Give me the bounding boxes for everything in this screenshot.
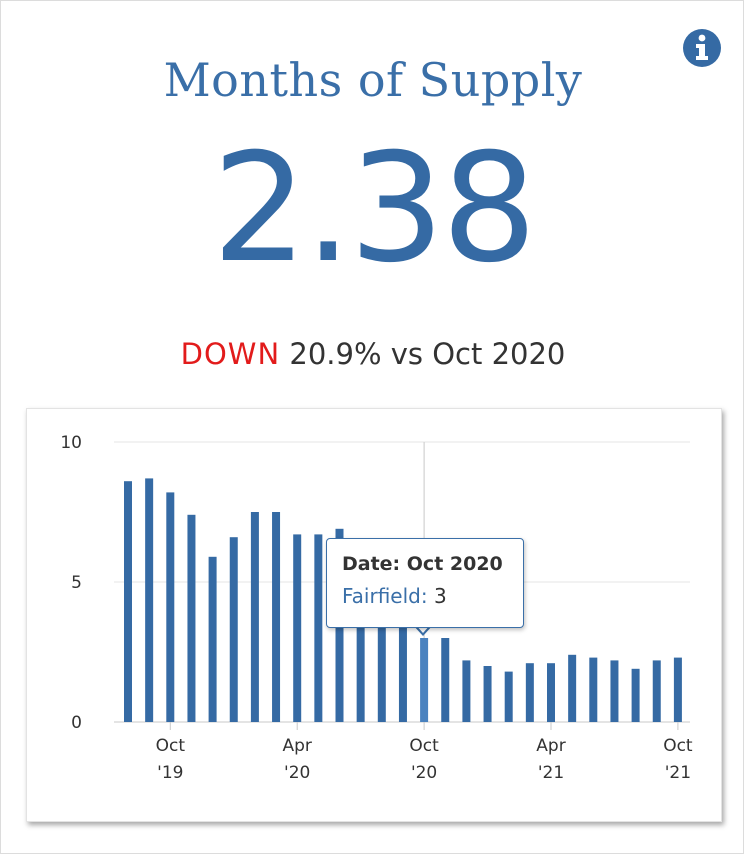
- info-icon[interactable]: [682, 28, 722, 68]
- bar-aug-2019: [124, 481, 132, 722]
- x-tick-label: Oct: [663, 736, 693, 756]
- change-summary: DOWN 20.9% vs Oct 2020: [1, 337, 744, 371]
- bar-may-2021: [568, 654, 577, 722]
- tooltip-series-value: 3: [433, 584, 447, 608]
- x-tick-label-year: '21: [665, 763, 691, 783]
- bar-dec-2020: [462, 660, 471, 722]
- x-tick-label-year: '19: [157, 763, 183, 783]
- bar-jan-2021: [483, 666, 492, 722]
- tooltip-arrow-fill: [415, 624, 431, 633]
- x-tick-label: Oct: [156, 736, 186, 756]
- bar-aug-2020: [377, 584, 386, 722]
- bar-nov-2020: [441, 638, 450, 722]
- bar-mar-2021: [525, 663, 534, 722]
- bar-feb-2020: [250, 512, 259, 722]
- bar-may-2020: [314, 534, 323, 722]
- change-direction: DOWN: [180, 337, 281, 371]
- metric-title: Months of Supply: [163, 53, 583, 107]
- y-tick-label: 0: [71, 713, 82, 733]
- tooltip-date: Date: Oct 2020: [342, 553, 503, 575]
- y-tick-label: 10: [60, 433, 82, 453]
- bar-jan-2020: [229, 537, 238, 722]
- x-tick-label-year: '20: [284, 763, 310, 783]
- bar-apr-2021: [547, 663, 555, 722]
- bar-aug-2021: [631, 668, 640, 722]
- tooltip-series-name: Fairfield:: [342, 584, 428, 608]
- x-tick-label-year: '20: [411, 763, 437, 783]
- tooltip-value-line: Fairfield: 3: [342, 584, 447, 608]
- bar-sep-2021: [652, 660, 661, 722]
- metric-value: 2.38: [212, 122, 537, 296]
- bar-nov-2019: [187, 514, 196, 722]
- x-tick-label: Apr: [282, 736, 311, 756]
- bar-apr-2020: [293, 534, 302, 722]
- x-tick-label: Apr: [536, 736, 565, 756]
- x-tick-label: Oct: [409, 736, 439, 756]
- bar-jul-2020: [356, 568, 365, 722]
- bar-jul-2021: [610, 660, 619, 722]
- bar-jun-2021: [589, 657, 598, 722]
- bar-sep-2020: [398, 610, 407, 722]
- chart-tooltip: Date: Oct 2020 Fairfield: 3: [326, 538, 524, 628]
- bar-sep-2019: [145, 478, 154, 722]
- bar-oct-2019: [166, 492, 175, 722]
- bar-dec-2019: [208, 556, 217, 722]
- change-text: 20.9% vs Oct 2020: [289, 337, 566, 371]
- bar-oct-2021: [673, 657, 682, 722]
- bar-oct-2020: [420, 638, 429, 722]
- bar-mar-2020: [272, 512, 281, 722]
- bar-feb-2021: [504, 671, 513, 722]
- y-tick-label: 5: [71, 573, 82, 593]
- x-tick-label-year: '21: [538, 763, 564, 783]
